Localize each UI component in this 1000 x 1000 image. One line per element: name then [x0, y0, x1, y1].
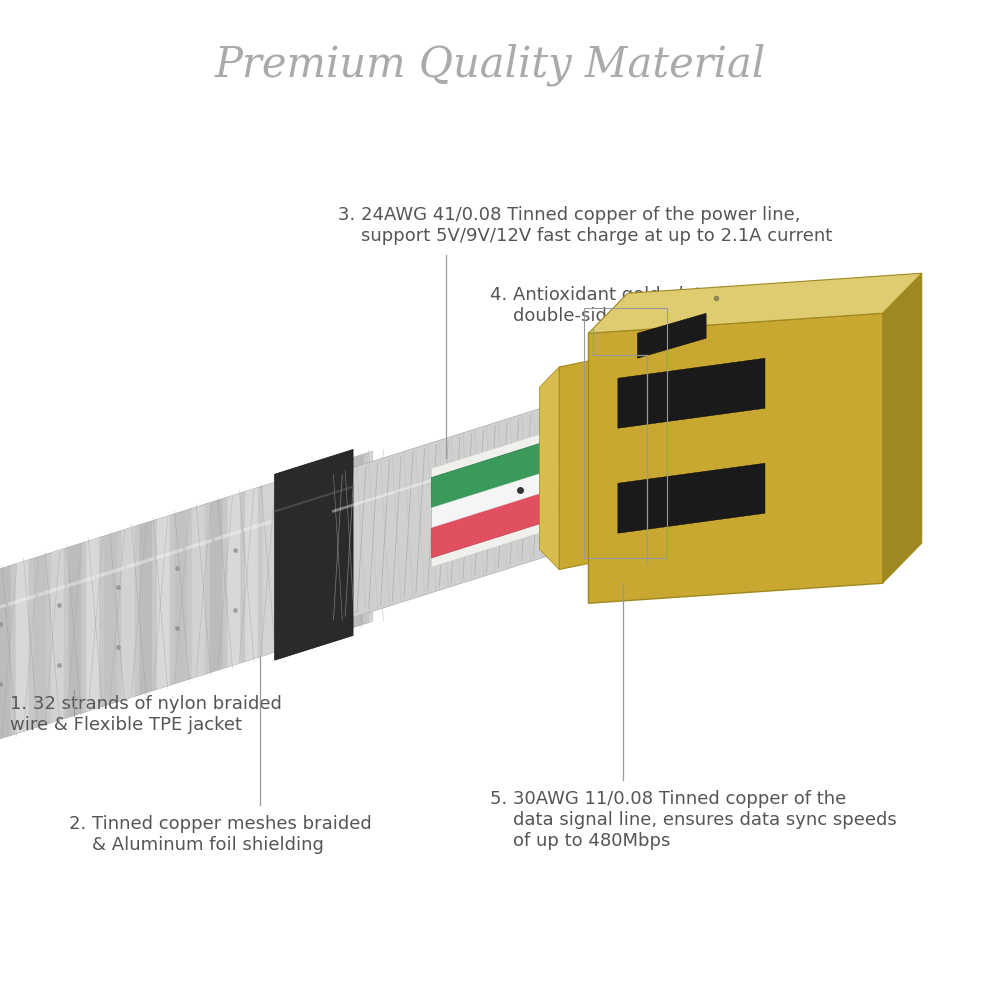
Polygon shape: [588, 273, 922, 333]
Polygon shape: [16, 560, 28, 734]
Polygon shape: [157, 515, 170, 689]
Polygon shape: [883, 273, 922, 583]
Polygon shape: [0, 565, 11, 739]
Polygon shape: [104, 532, 117, 706]
Polygon shape: [210, 499, 223, 673]
Polygon shape: [51, 549, 64, 723]
Polygon shape: [228, 493, 240, 667]
Text: 4. Antioxidant gold-plated reversible
    double-sided micro USB connector head: 4. Antioxidant gold-plated reversible do…: [490, 286, 875, 325]
Polygon shape: [432, 452, 608, 528]
Bar: [584, 308, 667, 558]
Polygon shape: [175, 510, 187, 684]
Polygon shape: [86, 538, 99, 712]
Polygon shape: [539, 367, 559, 569]
Polygon shape: [33, 554, 46, 728]
Text: 1. 32 strands of nylon braided
wire & Flexible TPE jacket: 1. 32 strands of nylon braided wire & Fl…: [10, 695, 282, 734]
Polygon shape: [333, 460, 346, 634]
Polygon shape: [298, 471, 311, 645]
Polygon shape: [122, 526, 134, 700]
Polygon shape: [559, 357, 608, 569]
Polygon shape: [333, 399, 569, 624]
Polygon shape: [369, 451, 373, 623]
Polygon shape: [0, 451, 373, 745]
Polygon shape: [316, 465, 329, 639]
Polygon shape: [637, 313, 706, 358]
Polygon shape: [192, 504, 205, 678]
Text: 3. 24AWG 41/0.08 Tinned copper of the power line,
    support 5V/9V/12V fast cha: 3. 24AWG 41/0.08 Tinned copper of the po…: [338, 206, 833, 245]
Polygon shape: [245, 487, 258, 661]
Polygon shape: [280, 476, 293, 650]
Text: 5. 30AWG 11/0.08 Tinned copper of the
    data signal line, ensures data sync sp: 5. 30AWG 11/0.08 Tinned copper of the da…: [490, 790, 897, 850]
Polygon shape: [618, 463, 765, 533]
Polygon shape: [139, 521, 152, 695]
Polygon shape: [275, 449, 353, 660]
Polygon shape: [432, 422, 608, 519]
Polygon shape: [432, 413, 608, 567]
Polygon shape: [618, 358, 765, 428]
Text: Premium Quality Material: Premium Quality Material: [215, 44, 766, 86]
Text: 2. Tinned copper meshes braided
    & Aluminum foil shielding: 2. Tinned copper meshes braided & Alumin…: [69, 815, 371, 854]
Polygon shape: [263, 482, 276, 656]
Polygon shape: [588, 313, 883, 603]
Polygon shape: [432, 460, 608, 558]
Polygon shape: [69, 543, 81, 717]
Polygon shape: [351, 454, 364, 628]
